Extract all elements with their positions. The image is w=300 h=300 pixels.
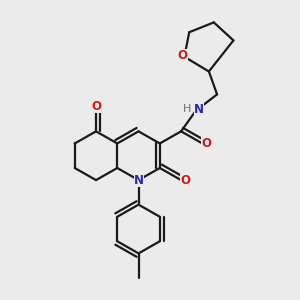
Text: O: O [178, 49, 188, 62]
Text: N: N [194, 103, 204, 116]
Text: O: O [91, 100, 101, 113]
Text: O: O [201, 137, 211, 150]
Text: N: N [134, 174, 143, 187]
Text: O: O [180, 174, 190, 187]
Text: H: H [182, 104, 191, 114]
